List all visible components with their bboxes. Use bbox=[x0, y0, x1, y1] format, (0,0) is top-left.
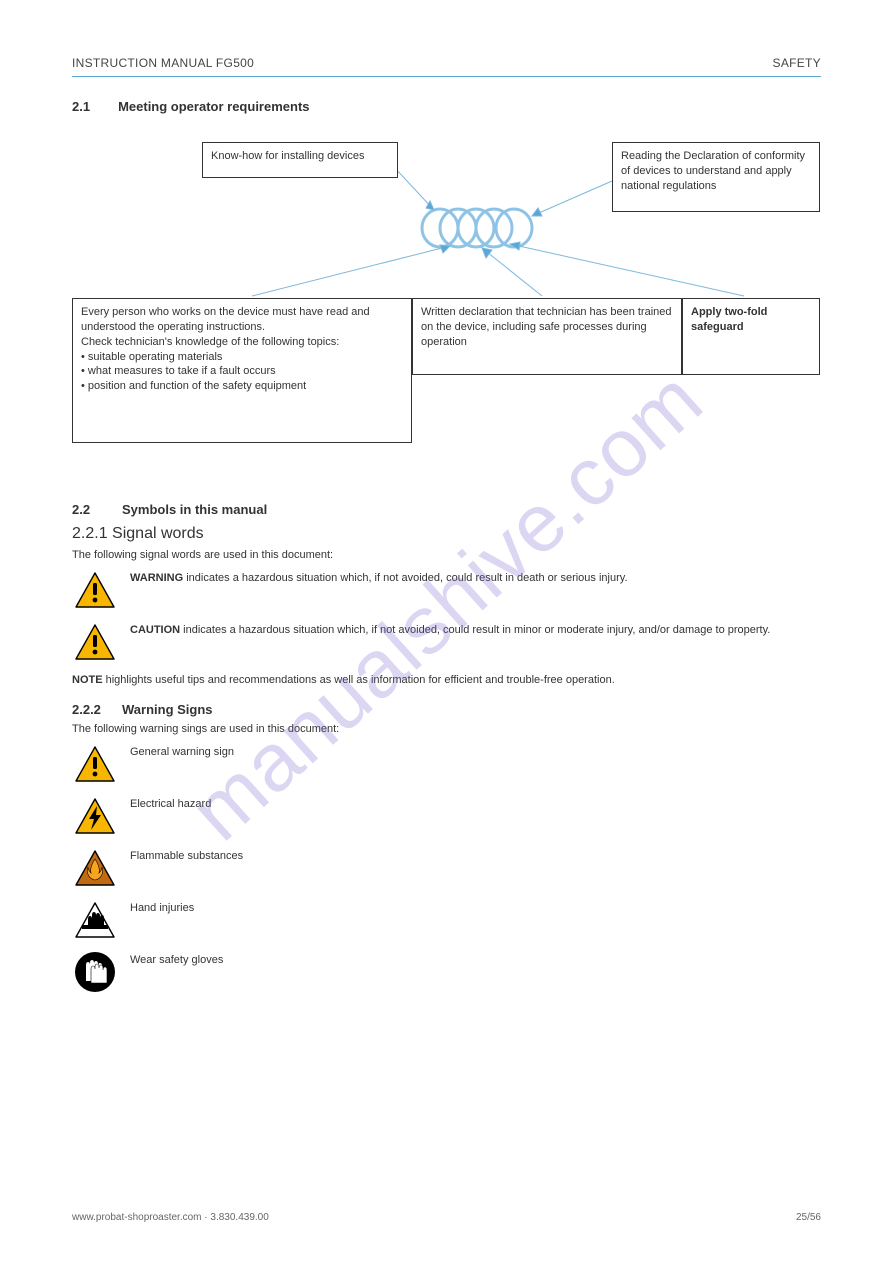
section-number: 2.2.2 bbox=[72, 702, 122, 717]
warningsign-row-flammable: Flammable substances bbox=[72, 847, 821, 889]
section-number: 2.2 bbox=[72, 502, 122, 517]
page-footer: www.probat-shoproaster.com · 3.830.439.0… bbox=[72, 1212, 821, 1223]
high-voltage-icon bbox=[72, 795, 118, 837]
signalword-row-warning: WARNING indicates a hazardous situation … bbox=[72, 569, 821, 611]
hand-injury-icon bbox=[72, 899, 118, 941]
signalword-desc: indicates a hazardous situation which, i… bbox=[180, 624, 770, 636]
diagram-box-written: Written declaration that technician has … bbox=[412, 298, 682, 375]
warningsign-label: Flammable substances bbox=[118, 847, 821, 864]
warningsign-label: Wear safety gloves bbox=[118, 951, 821, 968]
diagram-box-training: Every person who works on the device mus… bbox=[72, 298, 412, 443]
warningsigns-intro: The following warning sings are used in … bbox=[72, 723, 821, 735]
warningsign-row-hand: Hand injuries bbox=[72, 899, 821, 941]
section-title: Symbols in this manual bbox=[122, 502, 267, 517]
diagram-section-heading: 2.1 Meeting operator requirements bbox=[72, 99, 821, 128]
section-number: 2.1 bbox=[72, 99, 90, 125]
signalwords-section: 2.2.1 Signal words The following signal … bbox=[72, 525, 821, 688]
warning-triangle-icon bbox=[72, 743, 118, 785]
signalword-text: CAUTION indicates a hazardous situation … bbox=[118, 621, 821, 638]
doc-section-label: SAFETY bbox=[773, 56, 821, 70]
signalword-row-caution: CAUTION indicates a hazardous situation … bbox=[72, 621, 821, 663]
diagram-box-conformity: Reading the Declaration of conformity of… bbox=[612, 142, 820, 212]
signalword-label: NOTE bbox=[72, 674, 103, 686]
signalword-label: CAUTION bbox=[130, 624, 180, 636]
warningsign-label: Hand injuries bbox=[118, 899, 821, 916]
requirements-diagram: Know-how for installing devices Reading … bbox=[72, 138, 820, 488]
flammable-icon bbox=[72, 847, 118, 889]
warning-triangle-icon bbox=[72, 621, 118, 663]
page-root: INSTRUCTION MANUAL FG500 SAFETY 2.1 Meet… bbox=[0, 0, 893, 1263]
doc-title: INSTRUCTION MANUAL FG500 bbox=[72, 56, 254, 70]
footer-left: www.probat-shoproaster.com · 3.830.439.0… bbox=[72, 1212, 269, 1223]
header-rule bbox=[72, 76, 821, 77]
signalword-desc: indicates a hazardous situation which, i… bbox=[183, 572, 627, 584]
section-title: Meeting operator requirements bbox=[118, 99, 309, 114]
signalwords-intro: The following signal words are used in t… bbox=[72, 549, 821, 561]
section-number: 2.2.1 bbox=[72, 525, 108, 542]
section-title: Warning Signs bbox=[122, 702, 213, 717]
logo-rings bbox=[422, 209, 532, 247]
section-title: Signal words bbox=[112, 525, 204, 542]
gloves-mandatory-icon bbox=[72, 951, 118, 993]
warningsign-label: Electrical hazard bbox=[118, 795, 821, 812]
signalword-row-note: NOTE highlights useful tips and recommen… bbox=[72, 673, 821, 688]
diagram-box-knowhow: Know-how for installing devices bbox=[202, 142, 398, 178]
warningsign-row-general: General warning sign bbox=[72, 743, 821, 785]
warningsigns-section: 2.2.2 Warning Signs The following warnin… bbox=[72, 702, 821, 993]
signalword-text: WARNING indicates a hazardous situation … bbox=[118, 569, 821, 586]
warningsign-row-electrical: Electrical hazard bbox=[72, 795, 821, 837]
warning-triangle-icon bbox=[72, 569, 118, 611]
symbols-section: 2.2 Symbols in this manual bbox=[72, 502, 821, 517]
footer-page-number: 25/56 bbox=[796, 1212, 821, 1223]
signalword-desc: highlights useful tips and recommendatio… bbox=[103, 674, 615, 686]
diagram-box-twofold: Apply two-fold safeguard bbox=[682, 298, 820, 375]
warningsign-label: General warning sign bbox=[118, 743, 821, 760]
header-bar: INSTRUCTION MANUAL FG500 SAFETY bbox=[72, 56, 821, 70]
signalword-label: WARNING bbox=[130, 572, 183, 584]
warningsign-row-gloves: Wear safety gloves bbox=[72, 951, 821, 993]
